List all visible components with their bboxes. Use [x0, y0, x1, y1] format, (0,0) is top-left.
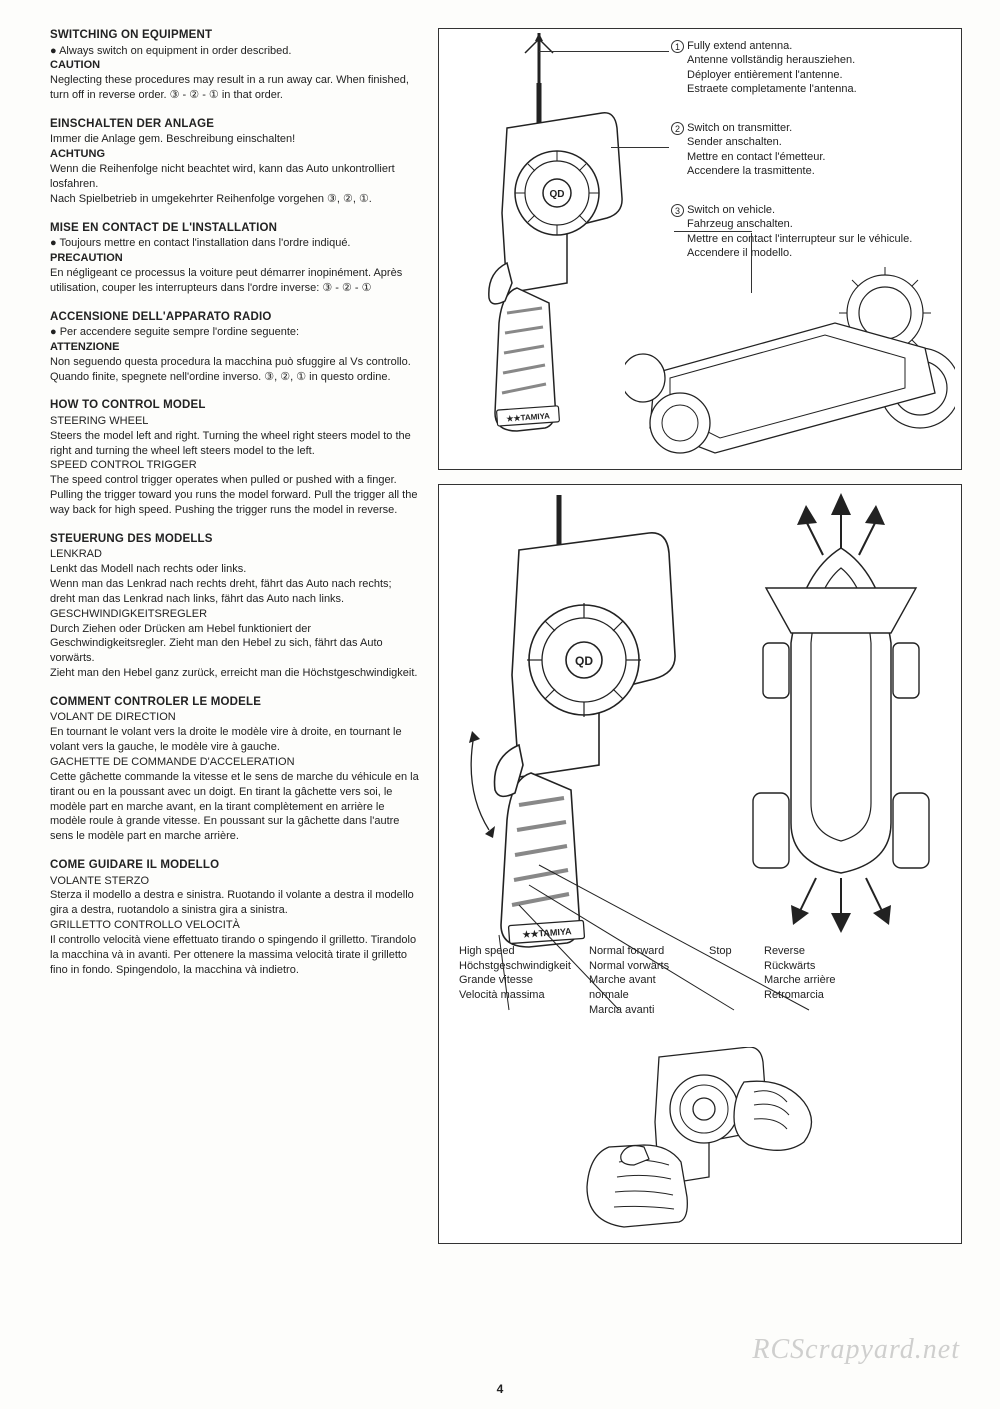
callout-it: Accendere la trasmittente.: [671, 164, 941, 178]
section-control-en: HOW TO CONTROL MODEL STEERING WHEEL Stee…: [50, 398, 420, 517]
label-normal-forward: Normal forward Normal vorwärts Marche av…: [589, 944, 709, 1018]
label-high-speed: High speed Höchstgeschwindigkeit Grande …: [459, 944, 589, 1018]
subheading: GESCHWINDIGKEITSREGLER: [50, 607, 420, 622]
subheading: VOLANTE STERZO: [50, 874, 420, 889]
left-text-column: SWITCHING ON EQUIPMENT Always switch on …: [50, 28, 420, 1258]
body: Sterza il modello a destra e sinistra. R…: [50, 888, 420, 918]
heading: ACCENSIONE DELL'APPARATO RADIO: [50, 310, 420, 326]
body: En tournant le volant vers la droite le …: [50, 725, 420, 755]
subheading: VOLANT DE DIRECTION: [50, 710, 420, 725]
callout-it: Accendere il modello.: [671, 246, 941, 260]
callout-fr: Mettre en contact l'émetteur.: [671, 150, 941, 164]
section-switch-on-fr: MISE EN CONTACT DE L'INSTALLATION Toujou…: [50, 221, 420, 296]
heading: COMMENT CONTROLER LE MODELE: [50, 695, 420, 711]
caution-text: En négligeant ce processus la voiture pe…: [50, 266, 420, 296]
heading: COME GUIDARE IL MODELLO: [50, 858, 420, 874]
caution-label: ACHTUNG: [50, 147, 420, 162]
subheading: LENKRAD: [50, 547, 420, 562]
body: Steers the model left and right. Turning…: [50, 429, 420, 459]
section-control-it: COME GUIDARE IL MODELLO VOLANTE STERZO S…: [50, 858, 420, 977]
heading: STEUERUNG DES MODELLS: [50, 532, 420, 548]
callout-en: Fully extend antenna.: [687, 40, 792, 52]
body: Il controllo velocità viene effettuato t…: [50, 933, 420, 978]
caution-text: Neglecting these procedures may result i…: [50, 73, 420, 103]
callout-antenna: 1 Fully extend antenna. Antenne vollstän…: [671, 39, 941, 96]
subheading: STEERING WHEEL: [50, 414, 420, 429]
callout-en: Switch on transmitter.: [687, 122, 792, 134]
page-number: 4: [497, 1381, 504, 1397]
watermark: RCScrapyard.net: [752, 1331, 960, 1369]
section-control-de: STEUERUNG DES MODELLS LENKRAD Lenkt das …: [50, 532, 420, 681]
heading: SWITCHING ON EQUIPMENT: [50, 28, 420, 44]
subheading: GACHETTE DE COMMANDE D'ACCELERATION: [50, 755, 420, 770]
bullet: Always switch on equipment in order desc…: [50, 44, 420, 59]
callout-it: Estraete completamente l'antenna.: [671, 82, 941, 96]
bullet: Toujours mettre en contact l'installatio…: [50, 236, 420, 251]
callout-de: Fahrzeug anschalten.: [671, 217, 941, 231]
body: The speed control trigger operates when …: [50, 473, 420, 518]
bullet: Per accendere seguite sempre l'ordine se…: [50, 325, 420, 340]
body: Cette gâchette commande la vitesse et le…: [50, 770, 420, 844]
right-diagram-column: QD ★★TAMIYA: [438, 28, 962, 1258]
hands-transmitter-icon: [549, 1047, 849, 1237]
callout-vehicle: 3 Switch on vehicle. Fahrzeug anschalten…: [671, 203, 941, 260]
body: Durch Ziehen oder Drücken am Hebel funkt…: [50, 622, 420, 681]
heading: MISE EN CONTACT DE L'INSTALLATION: [50, 221, 420, 237]
trigger-labels: High speed Höchstgeschwindigkeit Grande …: [459, 944, 941, 1018]
callout-transmitter: 2 Switch on transmitter. Sender anschalt…: [671, 121, 941, 178]
callout-de: Antenne vollständig herausziehen.: [671, 53, 941, 67]
label-stop: Stop: [709, 944, 764, 1018]
body: Lenkt das Modell nach rechts oder links.…: [50, 562, 420, 607]
callout-en: Switch on vehicle.: [687, 204, 775, 216]
caution-label: ATTENZIONE: [50, 340, 420, 355]
section-switch-on-de: EINSCHALTEN DER ANLAGE Immer die Anlage …: [50, 117, 420, 207]
svg-text:QD: QD: [550, 189, 565, 200]
heading: EINSCHALTEN DER ANLAGE: [50, 117, 420, 133]
circled-number: 3: [671, 204, 684, 217]
subheading: GRILLETTO CONTROLLO VELOCITÀ: [50, 918, 420, 933]
chassis-icon: [625, 253, 955, 463]
circled-number: 1: [671, 40, 684, 53]
caution-text: Wenn die Reihenfolge nicht beachtet wird…: [50, 162, 420, 192]
line: Immer die Anlage gem. Beschreibung einsc…: [50, 132, 420, 147]
label-reverse: Reverse Rückwärts Marche arrière Retroma…: [764, 944, 874, 1018]
section-switch-on-it: ACCENSIONE DELL'APPARATO RADIO Per accen…: [50, 310, 420, 385]
circled-number: 2: [671, 122, 684, 135]
caution-label: CAUTION: [50, 58, 420, 73]
heading: HOW TO CONTROL MODEL: [50, 398, 420, 414]
callout-fr: Mettre en contact l'interrupteur sur le …: [671, 232, 941, 246]
callout-de: Sender anschalten.: [671, 135, 941, 149]
section-switch-on-en: SWITCHING ON EQUIPMENT Always switch on …: [50, 28, 420, 103]
caution-label: PRECAUTION: [50, 251, 420, 266]
subheading: SPEED CONTROL TRIGGER: [50, 458, 420, 473]
caution-text: Non seguendo questa procedura la macchin…: [50, 355, 420, 385]
section-control-fr: COMMENT CONTROLER LE MODELE VOLANT DE DI…: [50, 695, 420, 844]
caution-text: Nach Spielbetrieb in umgekehrter Reihenf…: [50, 192, 420, 207]
callout-fr: Déployer entièrement l'antenne.: [671, 68, 941, 82]
diagram-control: QD ★★TA: [438, 484, 962, 1244]
diagram-switching-on: QD ★★TAMIYA: [438, 28, 962, 470]
